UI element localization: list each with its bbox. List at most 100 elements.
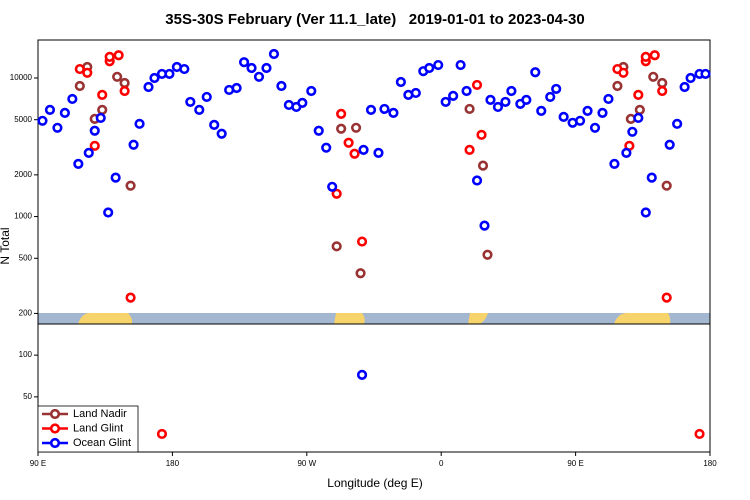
data-point [134,118,145,129]
map-strip [38,312,710,324]
data-point [640,51,651,62]
data-point [52,122,63,133]
y-tick-label: 10000 [10,73,33,82]
data-point [355,268,366,279]
data-point [37,115,48,126]
data-point [156,428,168,440]
y-tick-label: 1000 [14,212,32,221]
x-tick-label: 180 [166,459,180,468]
plot-frame [37,39,711,453]
data-point [476,129,487,140]
data-point [97,89,108,101]
data-point [365,104,377,115]
y-tick-label: 50 [23,392,32,401]
data-point [694,428,705,440]
x-tick-label: 180 [703,459,717,468]
data-point [125,292,136,303]
data-point [646,172,657,183]
data-point [97,104,108,115]
data-point [479,220,490,231]
data-point [558,111,569,122]
y-tick-label: 100 [19,350,33,359]
data-point [74,80,85,92]
data-point [44,104,56,115]
data-point [268,48,280,60]
data-point [657,85,668,97]
land-patch [614,312,671,324]
data-point [373,147,384,159]
data-point [113,50,124,61]
data-point [327,181,338,192]
data-point [59,107,70,118]
y-tick-label: 500 [19,253,33,262]
data-point [500,96,511,108]
data-point [657,77,668,89]
data-point [89,140,100,151]
legend-marker [49,423,61,434]
data-point [185,96,196,108]
data-point [110,172,121,183]
data-point [350,122,362,133]
data-point [648,71,659,82]
data-point [331,241,342,252]
data-point [461,85,472,97]
data-point [679,81,690,93]
data-point [464,103,475,115]
data-point [582,105,593,116]
data-point [336,108,347,119]
y-tick-label: 5000 [14,115,32,124]
data-point [464,144,475,155]
data-point [321,142,332,153]
data-point [82,67,93,78]
land-patch [468,313,488,324]
data-point [410,87,421,99]
data-point [238,57,250,68]
data-point [201,91,212,103]
data-point [253,71,265,82]
data-point [67,93,78,105]
data-point [103,207,114,218]
data-point [73,158,84,169]
data-point [164,68,175,80]
land-patch [334,313,365,324]
x-tick-label: 90 E [30,459,46,468]
data-point [612,80,623,92]
data-point [424,62,435,74]
data-point [661,292,672,303]
data-point [119,85,130,97]
data-point [536,105,547,116]
data-point [506,85,517,97]
data-point [492,101,504,113]
data-point [634,104,645,115]
data-point [379,103,390,115]
data-point [530,67,541,78]
data-point [231,82,242,94]
y-tick-label: 2000 [14,170,32,179]
data-point [448,90,459,101]
y-tick-label: 200 [19,309,33,318]
legend-label: Land Nadir [73,408,127,420]
data-point [551,83,562,95]
data-point [209,119,220,130]
data-point [104,51,115,62]
legend-marker [49,408,61,420]
data-point [685,72,696,84]
data-point [471,175,483,186]
data-point [477,160,489,171]
data-point [589,122,601,133]
x-axis-label: Longitude (deg E) [327,476,422,490]
data-point [621,147,632,159]
legend-marker [49,437,61,449]
chart-title: 35S-30S February (Ver 11.1_late) 2019-01… [165,11,584,28]
data-point [112,71,123,82]
legend-label: Ocean Glint [73,437,131,449]
data-point [356,236,368,247]
data-point [83,147,94,159]
data-point [574,115,586,126]
data-point [313,125,324,136]
land-patch [78,312,133,324]
data-point [664,139,675,150]
data-point [95,112,106,124]
data-point [521,94,532,105]
